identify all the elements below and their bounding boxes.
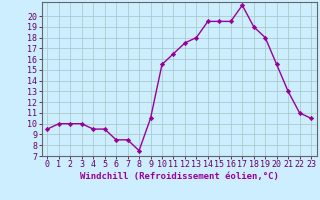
X-axis label: Windchill (Refroidissement éolien,°C): Windchill (Refroidissement éolien,°C)	[80, 172, 279, 181]
